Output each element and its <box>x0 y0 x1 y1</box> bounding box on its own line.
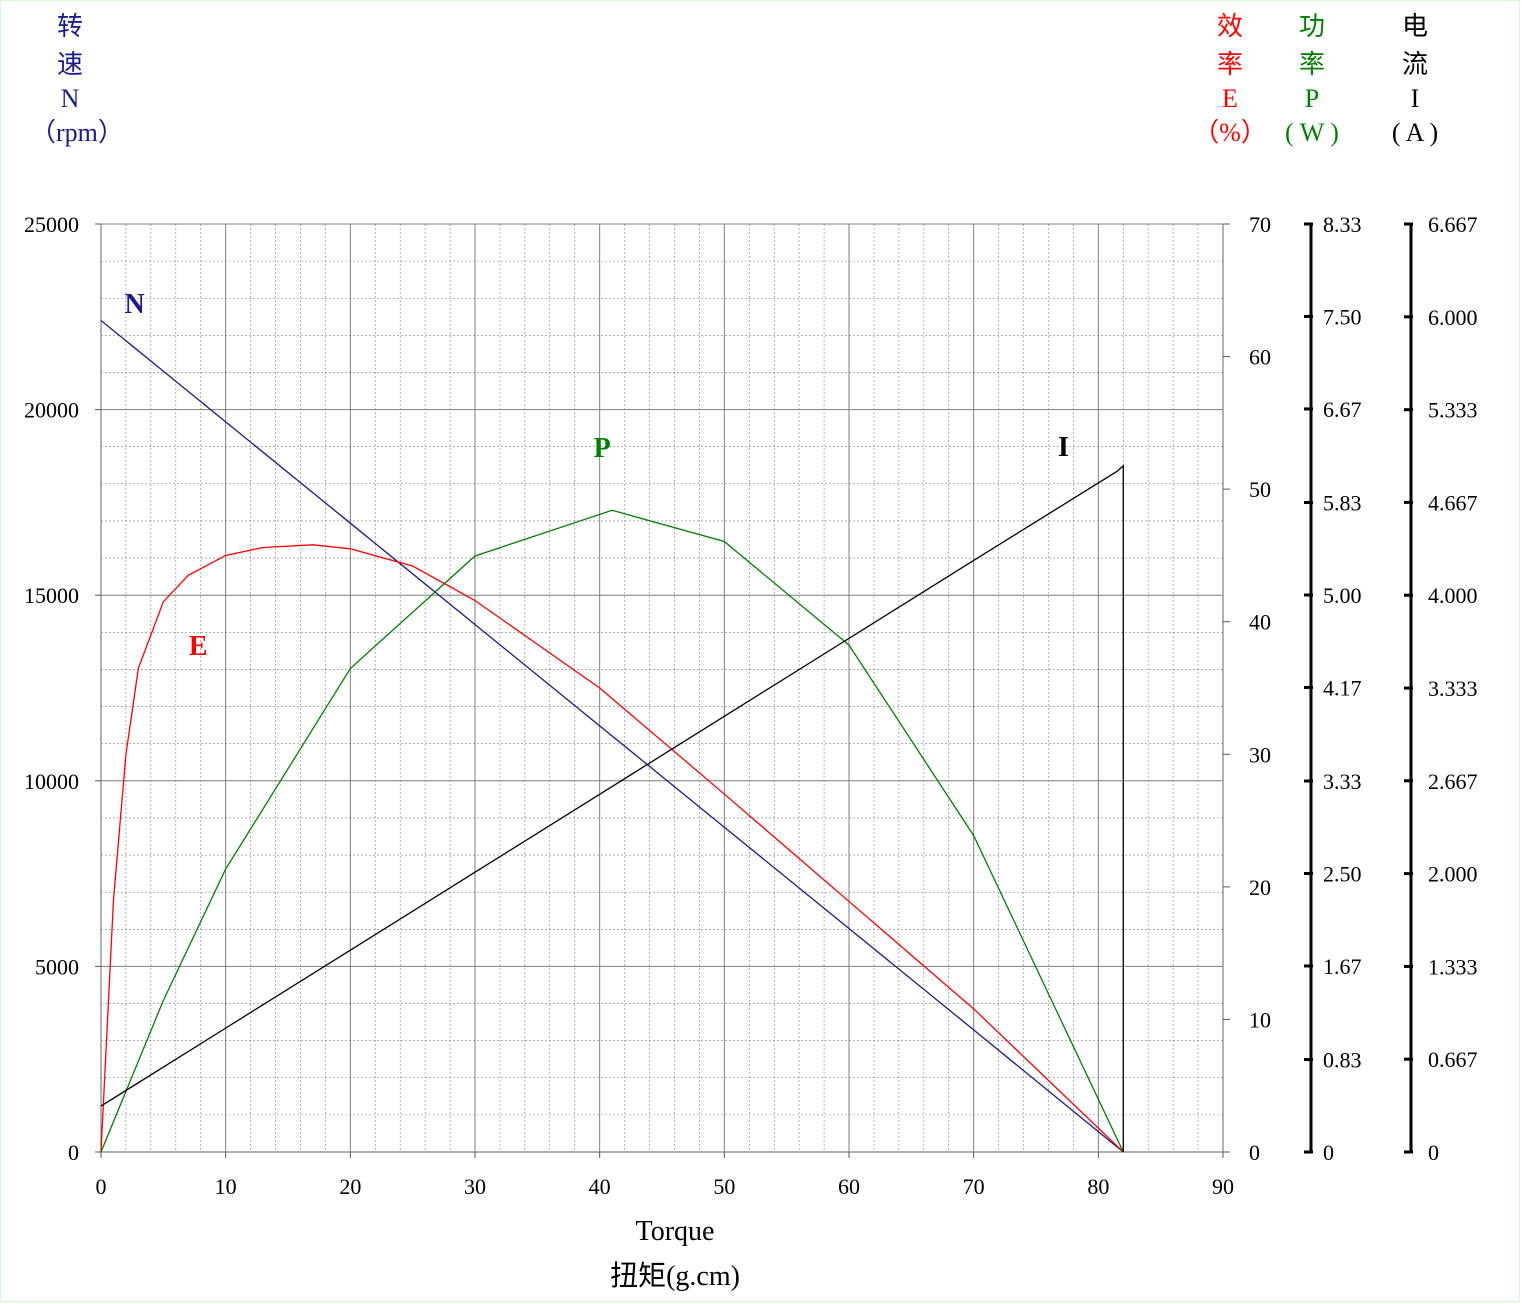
current-tick-label: 0.667 <box>1428 1047 1478 1072</box>
current-tick-label: 1.333 <box>1428 954 1478 979</box>
efficiency-tick-label: 70 <box>1249 212 1271 237</box>
series-I-label: I <box>1058 432 1069 463</box>
efficiency-tick-label: 0 <box>1249 1140 1260 1165</box>
x-tick-label: 50 <box>713 1174 735 1199</box>
power-header-line3: P <box>1304 84 1320 113</box>
speed-header-line3: N <box>60 84 80 113</box>
current-tick-label: 2.667 <box>1428 769 1478 794</box>
current-header-line4: ( A ) <box>1391 118 1439 147</box>
power-tick-label: 0 <box>1323 1140 1334 1165</box>
speed-axis-header: 转 速 N （rpm） <box>30 8 124 152</box>
x-tick-label: 10 <box>215 1174 237 1199</box>
power-header-line4: ( W ) <box>1285 118 1339 147</box>
power-tick-label: 5.83 <box>1323 491 1362 516</box>
power-tick-label: 1.67 <box>1323 954 1362 979</box>
series-E-label: E <box>189 631 208 662</box>
speed-header-line1: 转 <box>56 12 83 41</box>
x-tick-label: 60 <box>838 1174 860 1199</box>
efficiency-tick-label: 40 <box>1249 610 1271 635</box>
x-axis-title-cn: 扭矩(g.cm) <box>610 1261 740 1292</box>
current-axis-header: 电 流 I ( A ) <box>1375 8 1455 152</box>
speed-tick-label: 10000 <box>24 769 79 794</box>
x-tick-label: 20 <box>339 1174 361 1199</box>
x-tick-label: 70 <box>963 1174 985 1199</box>
efficiency-header-line1: 效 <box>1216 12 1243 41</box>
efficiency-tick-label: 10 <box>1249 1007 1271 1032</box>
current-tick-label: 6.000 <box>1428 305 1478 330</box>
current-header-line1: 电 <box>1401 12 1428 41</box>
efficiency-tick-label: 20 <box>1249 875 1271 900</box>
current-header-line3: I <box>1410 84 1420 113</box>
speed-tick-label: 20000 <box>24 398 79 423</box>
x-tick-label: 90 <box>1212 1174 1234 1199</box>
speed-header-line4: （rpm） <box>30 118 124 147</box>
x-tick-label: 0 <box>96 1174 107 1199</box>
efficiency-header-line2: 率 <box>1216 50 1243 79</box>
power-header-line1: 功 <box>1298 12 1325 41</box>
power-tick-label: 3.33 <box>1323 769 1362 794</box>
grid-lines <box>100 223 1224 1153</box>
power-tick-label: 6.67 <box>1323 397 1362 422</box>
current-tick-label: 4.667 <box>1428 490 1478 515</box>
series-P-label: P <box>594 433 611 464</box>
speed-tick-label: 15000 <box>24 583 79 608</box>
efficiency-tick-label: 30 <box>1249 742 1271 767</box>
current-tick-label: 3.333 <box>1428 676 1478 701</box>
power-axis-header: 功 率 P ( W ) <box>1272 8 1352 152</box>
speed-tick-label: 0 <box>68 1140 79 1165</box>
speed-header-line2: 速 <box>56 50 83 79</box>
x-tick-label: 80 <box>1087 1174 1109 1199</box>
power-tick-label: 4.17 <box>1323 675 1362 700</box>
current-tick-label: 6.667 <box>1428 212 1478 237</box>
series-N-line <box>100 320 1124 1153</box>
x-axis-title: Torque <box>635 1216 715 1247</box>
power-tick-label: 8.33 <box>1323 212 1362 237</box>
current-tick-label: 2.000 <box>1428 862 1478 887</box>
current-tick-label: 0 <box>1428 1140 1439 1165</box>
series-N-label: N <box>125 289 145 320</box>
efficiency-tick-label: 50 <box>1249 477 1271 502</box>
current-header-line2: 流 <box>1401 50 1428 79</box>
power-tick-label: 7.50 <box>1323 304 1362 329</box>
series-E-line <box>100 544 1124 1153</box>
current-tick-label: 5.333 <box>1428 398 1478 423</box>
x-tick-label: 30 <box>464 1174 486 1199</box>
efficiency-header-line3: E <box>1222 84 1238 113</box>
efficiency-tick-label: 60 <box>1249 345 1271 370</box>
efficiency-header-line4: （%） <box>1193 118 1267 147</box>
power-tick-label: 0.83 <box>1323 1048 1362 1073</box>
x-tick-label: 40 <box>589 1174 611 1199</box>
speed-tick-label: 25000 <box>24 212 79 237</box>
power-tick-label: 2.50 <box>1323 861 1362 886</box>
current-tick-label: 4.000 <box>1428 583 1478 608</box>
power-tick-label: 5.00 <box>1323 583 1362 608</box>
series-I-line <box>100 464 1124 1152</box>
speed-tick-label: 5000 <box>35 954 79 979</box>
power-header-line2: 率 <box>1298 50 1325 79</box>
efficiency-axis-header: 效 率 E （%） <box>1190 8 1270 152</box>
series-P-line <box>100 509 1124 1153</box>
